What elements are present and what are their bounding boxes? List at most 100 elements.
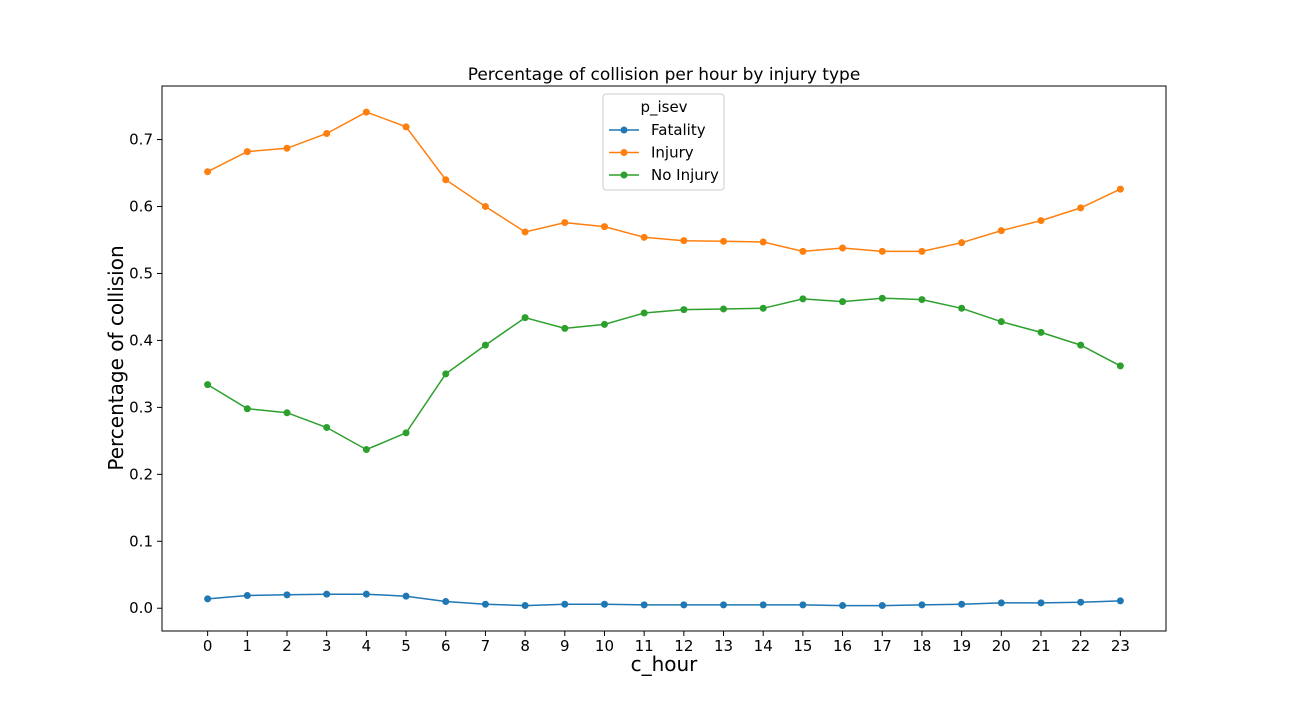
data-point xyxy=(600,600,608,608)
data-point xyxy=(759,304,767,312)
series-layer xyxy=(204,108,1124,610)
data-point xyxy=(600,223,608,231)
x-tick-label: 5 xyxy=(401,637,411,655)
x-tick-label: 15 xyxy=(793,637,812,655)
y-tick-label: 0.1 xyxy=(129,532,153,550)
data-point xyxy=(1116,362,1124,370)
data-point xyxy=(1077,341,1085,349)
legend-marker xyxy=(620,171,628,179)
data-point xyxy=(1077,598,1085,606)
data-point xyxy=(997,599,1005,607)
data-point xyxy=(640,601,648,609)
data-point xyxy=(521,228,529,236)
data-point xyxy=(481,203,489,211)
data-point xyxy=(918,601,926,609)
data-point xyxy=(204,595,212,603)
x-tick-label: 16 xyxy=(833,637,852,655)
data-point xyxy=(283,409,291,417)
data-point xyxy=(680,601,688,609)
legend-item: Fatality xyxy=(609,121,706,139)
legend-marker xyxy=(620,149,628,156)
data-point xyxy=(997,227,1005,235)
data-point xyxy=(481,600,489,608)
data-point xyxy=(323,423,331,431)
data-point xyxy=(720,601,728,609)
data-point xyxy=(799,601,807,609)
data-point xyxy=(958,239,966,247)
data-point xyxy=(561,219,569,227)
x-tick-label: 9 xyxy=(560,637,570,655)
data-point xyxy=(402,429,410,437)
data-point xyxy=(680,306,688,314)
x-tick-label: 20 xyxy=(992,637,1011,655)
data-point xyxy=(283,144,291,152)
x-tick-label: 10 xyxy=(595,637,614,655)
data-point xyxy=(958,600,966,608)
data-point xyxy=(1116,185,1124,193)
legend-label: No Injury xyxy=(651,166,719,184)
y-tick-label: 0.2 xyxy=(129,465,153,483)
data-point xyxy=(918,247,926,255)
data-point xyxy=(561,600,569,608)
data-point xyxy=(600,320,608,328)
series-line xyxy=(207,297,1121,451)
data-point xyxy=(839,298,847,306)
x-tick-label: 1 xyxy=(243,637,253,655)
x-tick-label: 12 xyxy=(674,637,693,655)
data-point xyxy=(243,592,251,600)
data-point xyxy=(362,108,370,116)
x-tick-label: 23 xyxy=(1111,637,1130,655)
data-point xyxy=(878,247,886,255)
x-tick-label: 4 xyxy=(362,637,372,655)
series-line xyxy=(207,593,1121,607)
x-tick-label: 3 xyxy=(322,637,332,655)
data-point xyxy=(799,247,807,255)
x-tick-label: 17 xyxy=(873,637,892,655)
data-point xyxy=(481,341,489,349)
plot-frame xyxy=(161,85,1167,632)
legend-item: Injury xyxy=(609,144,694,162)
data-point xyxy=(243,405,251,413)
x-tick-label: 22 xyxy=(1071,637,1090,655)
x-tick-label: 8 xyxy=(520,637,530,655)
data-point xyxy=(839,602,847,610)
data-point xyxy=(759,238,767,246)
series-line xyxy=(207,111,1121,253)
data-point xyxy=(323,590,331,598)
x-tick-label: 19 xyxy=(952,637,971,655)
data-point xyxy=(204,168,212,176)
data-point xyxy=(323,130,331,138)
data-point xyxy=(839,244,847,252)
series-no-injury xyxy=(204,294,1124,454)
data-point xyxy=(997,318,1005,326)
data-point xyxy=(640,309,648,317)
x-tick-label: 21 xyxy=(1031,637,1050,655)
data-point xyxy=(402,592,410,600)
x-tick-label: 7 xyxy=(481,637,491,655)
data-point xyxy=(204,381,212,389)
data-point xyxy=(878,602,886,610)
data-point xyxy=(759,601,767,609)
x-tick-label: 0 xyxy=(203,637,213,655)
data-point xyxy=(878,294,886,302)
data-point xyxy=(362,590,370,598)
legend-label: Fatality xyxy=(651,121,706,139)
data-point xyxy=(243,148,251,156)
data-point xyxy=(958,304,966,312)
data-point xyxy=(720,237,728,245)
legend-title: p_isev xyxy=(640,98,687,117)
data-point xyxy=(1037,599,1045,607)
series-injury xyxy=(204,108,1124,255)
legend-marker xyxy=(620,126,628,134)
y-tick-label: 0.6 xyxy=(129,198,153,216)
data-point xyxy=(1077,204,1085,212)
data-point xyxy=(680,237,688,245)
data-point xyxy=(521,314,529,322)
data-point xyxy=(1037,217,1045,225)
x-axis-title: c_hour xyxy=(631,652,699,676)
data-point xyxy=(1116,597,1124,605)
y-tick-label: 0.5 xyxy=(129,264,153,282)
data-point xyxy=(362,446,370,454)
data-point xyxy=(402,123,410,131)
data-point xyxy=(918,296,926,304)
